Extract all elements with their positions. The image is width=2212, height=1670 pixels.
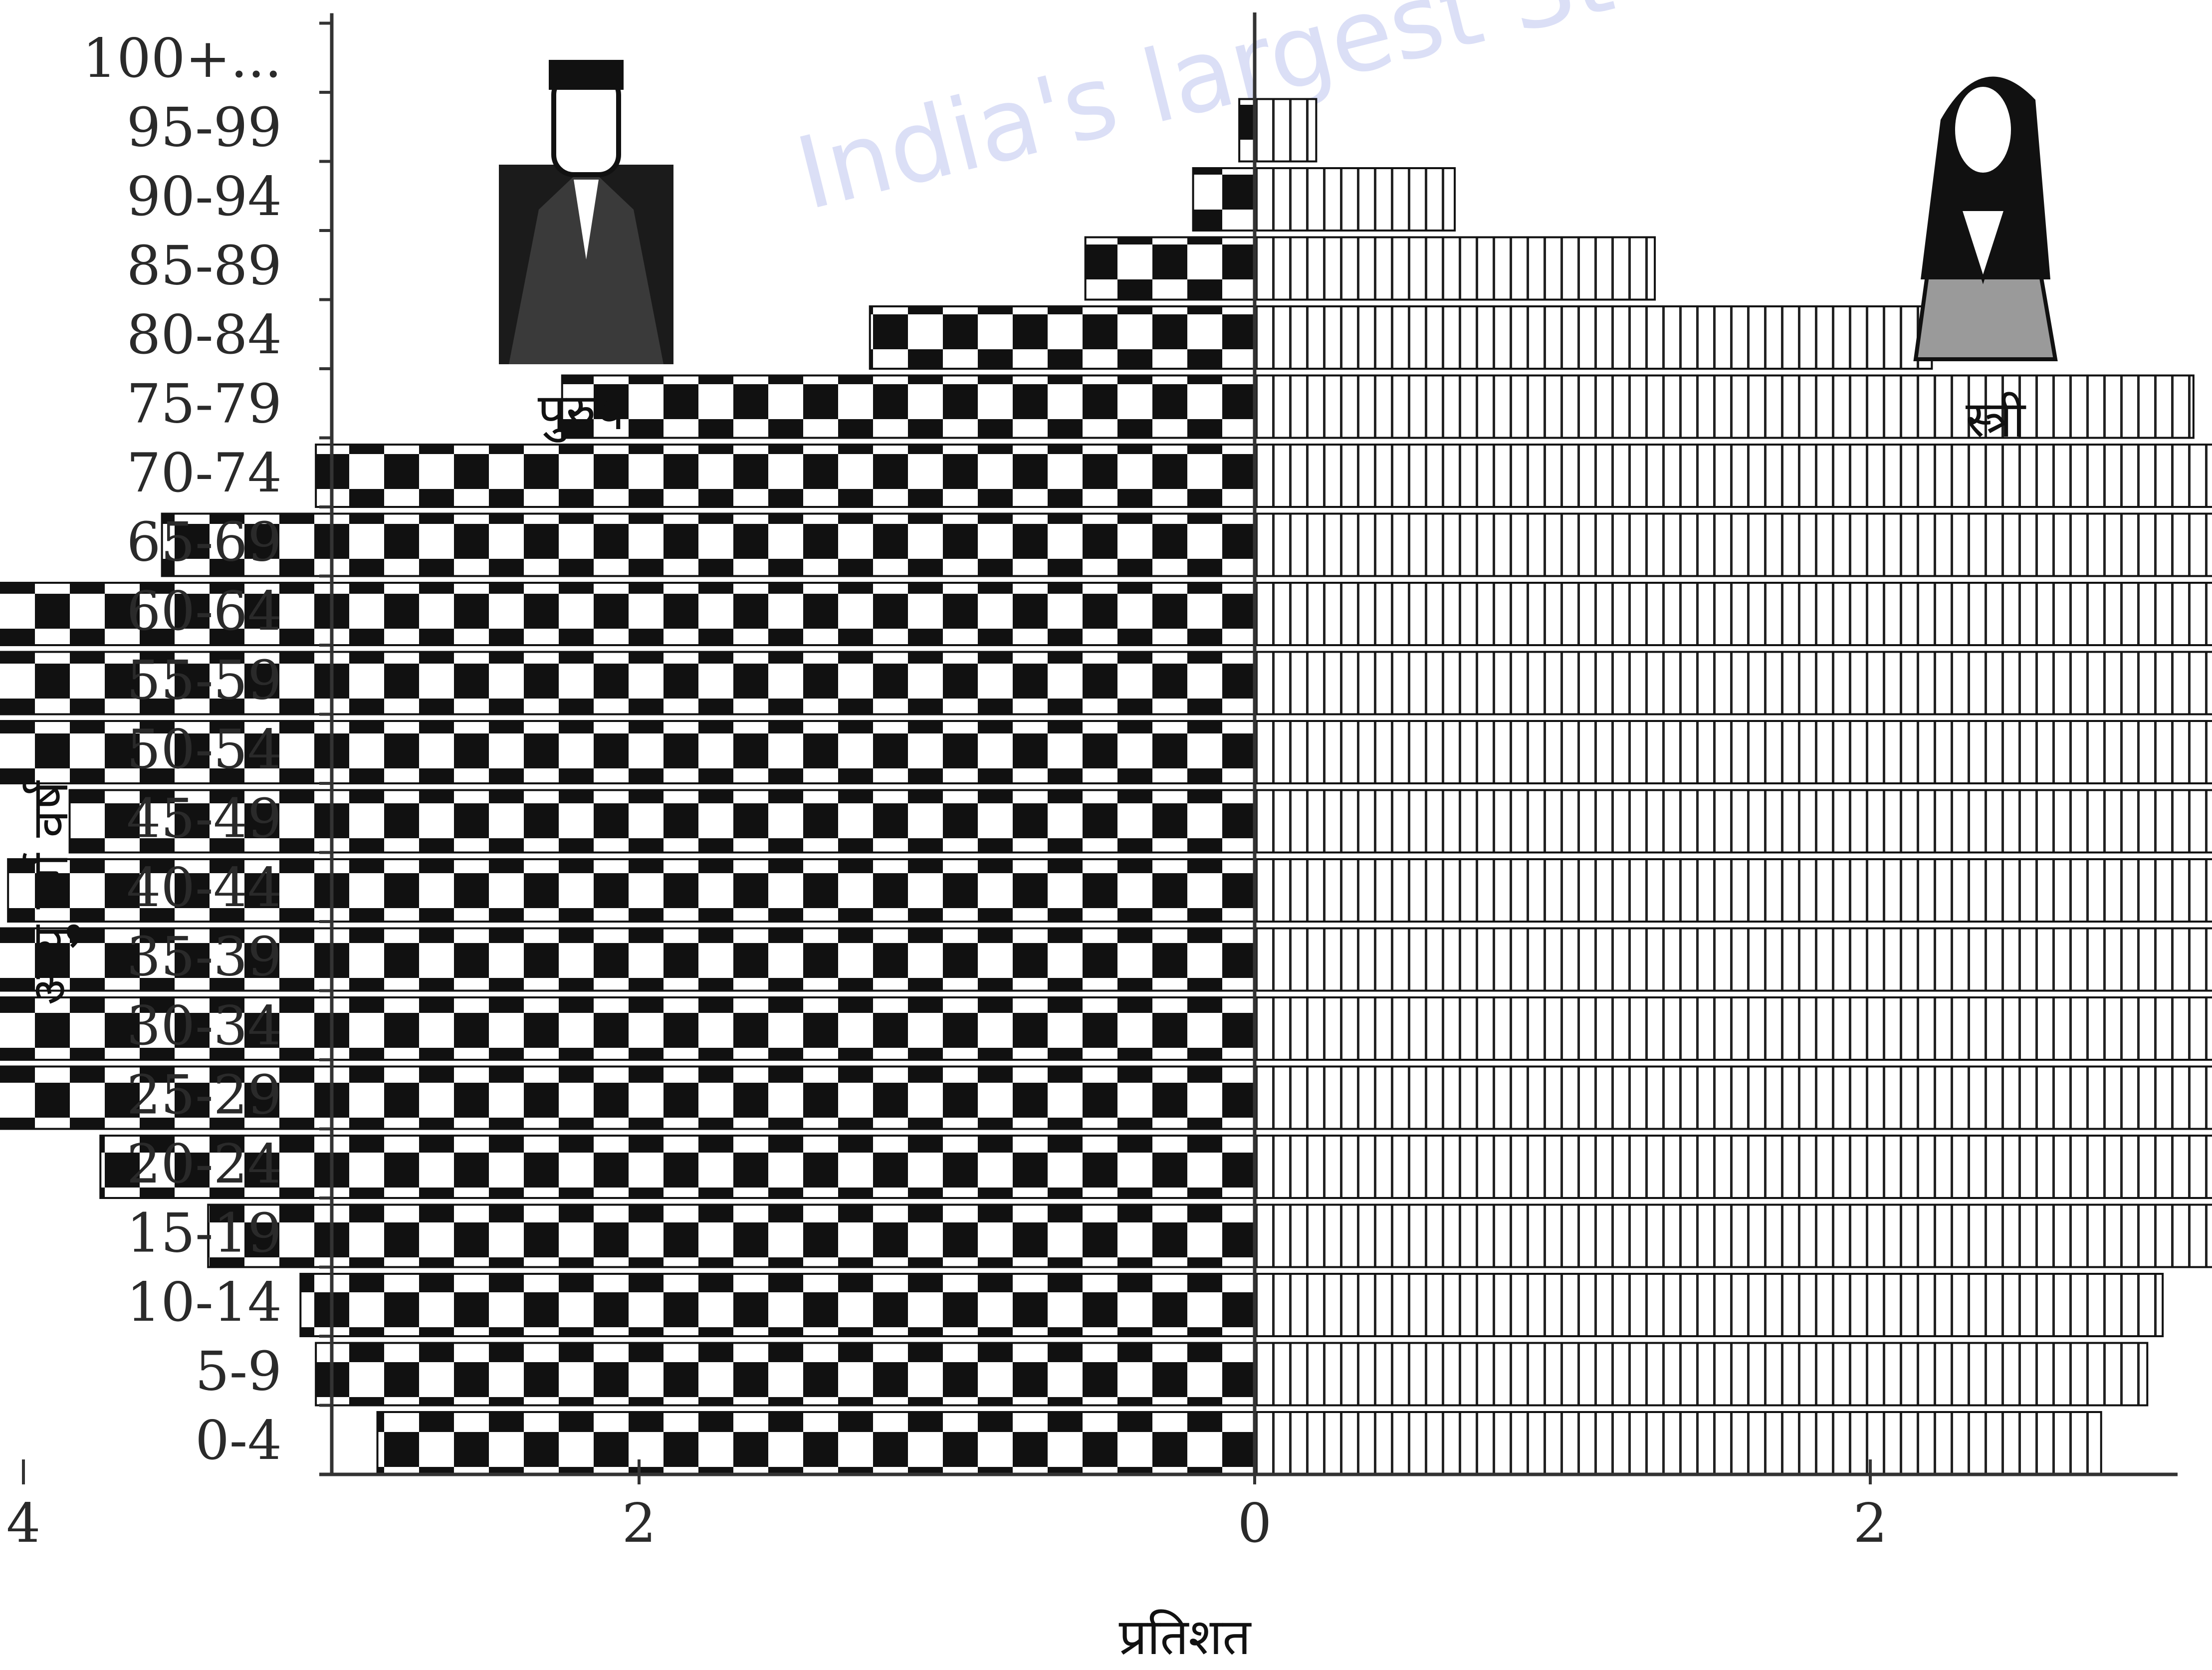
male-bar-85-89 xyxy=(1084,236,1256,301)
x-tick-labels: 6420246 xyxy=(6,1459,1888,1555)
y-tick-label: 20-24 xyxy=(127,1133,282,1195)
y-tick-label: 80-84 xyxy=(127,304,282,366)
y-tick-label: 55-59 xyxy=(127,649,282,712)
female-bar-80-84 xyxy=(1254,305,1933,370)
y-tick-label: 65-69 xyxy=(127,511,282,573)
female-bar-50-54 xyxy=(1254,720,2212,784)
female-bar-45-49 xyxy=(1254,789,2212,854)
x-tick-label: 0 xyxy=(1238,1492,1272,1555)
x-tick-label: 4 xyxy=(6,1492,41,1555)
legend-label-female: स्त्री xyxy=(1966,390,2026,449)
female-bar-60-64 xyxy=(1254,582,2212,646)
y-tick-label: 45-49 xyxy=(127,787,282,850)
female-bar-90-94 xyxy=(1254,167,1456,232)
y-axis-title: आयु वर्ग वर्ष xyxy=(21,780,81,1005)
x-tick-label: 2 xyxy=(622,1492,657,1555)
female-bar-95-99 xyxy=(1254,98,1318,163)
male-bar-50-54 xyxy=(0,720,1256,784)
male-bar-15-19 xyxy=(207,1203,1256,1268)
male-bar-20-24 xyxy=(99,1135,1256,1199)
y-tick-label: 85-89 xyxy=(127,235,282,297)
female-bar-5-9 xyxy=(1254,1342,2149,1407)
y-tick-label: 10-14 xyxy=(127,1271,282,1334)
male-bar-40-44 xyxy=(7,858,1256,923)
female-bars xyxy=(1254,98,2212,1475)
axes xyxy=(319,12,2178,1476)
legend-label-male: पुरुष xyxy=(538,383,626,443)
female-bar-30-34 xyxy=(1254,996,2212,1061)
female-bar-15-19 xyxy=(1254,1203,2212,1268)
y-tick-label: 40-44 xyxy=(127,857,282,919)
male-bars xyxy=(0,98,1256,1475)
y-tick-label: 60-64 xyxy=(127,580,282,643)
male-bar-90-94 xyxy=(1192,167,1256,232)
female-bar-75-79 xyxy=(1254,374,2195,439)
y-tick-label: 90-94 xyxy=(127,166,282,228)
y-tick-label: 5-9 xyxy=(195,1340,282,1403)
x-tick-label: 2 xyxy=(1853,1492,1888,1555)
male-bar-80-84 xyxy=(869,305,1256,370)
male-person-icon xyxy=(499,60,673,364)
y-tick-label: 25-29 xyxy=(127,1064,282,1126)
male-bar-25-29 xyxy=(0,1065,1256,1130)
y-tick-label: 15-19 xyxy=(127,1202,282,1264)
y-tick-labels: 0-4 5-910-14 15-19 20-24 25-29 30-34 35-39 40-4… xyxy=(82,21,332,1476)
female-bar-20-24 xyxy=(1254,1135,2212,1199)
male-bar-30-34 xyxy=(0,996,1256,1061)
x-axis-title: प्रतिशत xyxy=(1119,1608,1252,1666)
y-tick-label: 100+... xyxy=(82,27,282,90)
y-tick-label: 35-39 xyxy=(127,926,282,988)
y-tick-label: 0-4 xyxy=(195,1410,282,1472)
male-bar-95-99 xyxy=(1238,98,1256,163)
male-bar-55-59 xyxy=(0,651,1256,716)
male-bar-5-9 xyxy=(315,1342,1256,1407)
female-bar-85-89 xyxy=(1254,236,1656,301)
male-bar-75-79 xyxy=(561,374,1256,439)
male-bar-35-39 xyxy=(0,927,1256,992)
male-bar-45-49 xyxy=(68,789,1256,854)
female-bar-10-14 xyxy=(1254,1273,2164,1337)
y-tick-label: 30-34 xyxy=(127,995,282,1057)
female-bar-25-29 xyxy=(1254,1065,2212,1130)
male-bar-0-4 xyxy=(376,1411,1256,1475)
female-bar-65-69 xyxy=(1254,512,2212,577)
y-tick-label: 70-74 xyxy=(127,442,282,504)
y-tick-label: 50-54 xyxy=(127,718,282,781)
male-bar-10-14 xyxy=(299,1273,1256,1337)
female-bar-0-4 xyxy=(1254,1411,2102,1475)
y-tick-label: 95-99 xyxy=(127,96,282,159)
male-bar-65-69 xyxy=(161,512,1256,577)
female-bar-35-39 xyxy=(1254,927,2212,992)
female-bar-55-59 xyxy=(1254,651,2212,716)
female-person-icon xyxy=(1913,76,2058,361)
female-bar-40-44 xyxy=(1254,858,2212,923)
female-bar-70-74 xyxy=(1254,444,2212,508)
male-bar-70-74 xyxy=(315,444,1256,508)
y-tick-label: 75-79 xyxy=(127,373,282,435)
